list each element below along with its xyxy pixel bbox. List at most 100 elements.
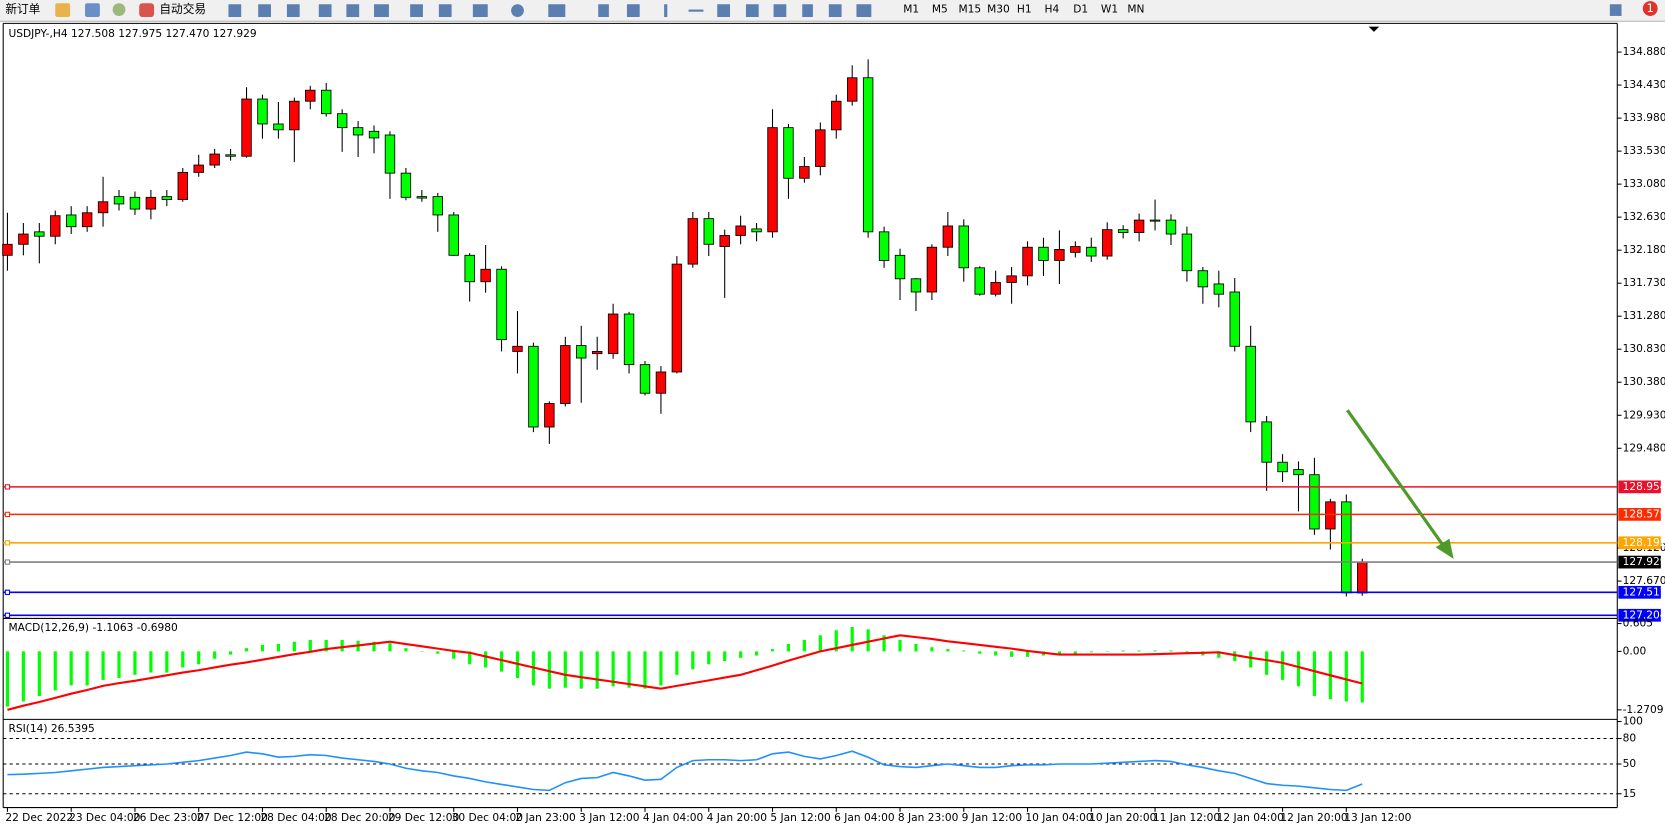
macd-bar: [372, 641, 376, 652]
macd-bar: [228, 651, 233, 655]
x-tick-label: 28 Dec 04:00: [260, 811, 332, 824]
icon[interactable]: [472, 4, 488, 18]
macd-bar: [5, 651, 10, 707]
macd-bar: [691, 651, 695, 670]
macd-bar: [69, 651, 73, 686]
candle-body: [1149, 219, 1161, 222]
icon[interactable]: [717, 4, 731, 18]
icon[interactable]: [374, 4, 389, 18]
toolbar: 新订单 自动交易 M1 M5 M15 M30 H1 H4 D1 W1 MN 1: [0, 0, 1665, 22]
candle-body: [1325, 501, 1336, 530]
icon[interactable]: [626, 4, 640, 18]
macd-bar: [1089, 651, 1093, 653]
timeframe-button[interactable]: H1: [1017, 3, 1032, 16]
y-tick-label: 134.880: [1623, 45, 1665, 58]
price-level-handle: [4, 589, 11, 595]
icon[interactable]: [688, 9, 704, 12]
price-level-box: [1618, 555, 1661, 569]
candle-body: [432, 196, 443, 216]
icon[interactable]: [438, 4, 452, 18]
timeframe-button[interactable]: M1: [903, 3, 919, 16]
rsi-line: [7, 750, 1363, 792]
x-tick-label: 5 Jan 12:00: [770, 811, 831, 824]
macd-bar: [850, 626, 854, 652]
macd-bar: [404, 648, 408, 652]
notification-count: 1: [1646, 1, 1653, 15]
candle-body: [576, 345, 587, 359]
macd-bar: [117, 651, 121, 679]
x-tick-label: 27 Dec 12:00: [197, 811, 269, 824]
icon[interactable]: [318, 4, 332, 18]
notification-badge[interactable]: [1642, 1, 1658, 16]
icon[interactable]: [511, 4, 524, 18]
new-order-button[interactable]: 新订单: [5, 2, 40, 16]
x-tick-label: 8 Jan 23:00: [898, 811, 959, 824]
price-level-box: [1618, 536, 1661, 550]
icon[interactable]: [258, 4, 271, 18]
icon[interactable]: [828, 4, 842, 18]
candle-body: [1165, 219, 1177, 235]
macd-title: MACD(12,26,9) -1.1063 -0.6980: [9, 621, 178, 634]
macd-bar: [85, 651, 89, 686]
macd-bar: [101, 651, 105, 680]
x-tick-label: 28 Dec 20:00: [324, 811, 396, 824]
icon[interactable]: [410, 4, 423, 18]
macd-bar: [882, 635, 886, 652]
icon[interactable]: [139, 3, 155, 18]
icon[interactable]: [55, 3, 71, 18]
icon[interactable]: [664, 4, 668, 18]
macd-bar: [723, 651, 727, 662]
icon[interactable]: [856, 4, 872, 18]
candle-body: [1309, 474, 1320, 530]
macd-bar: [213, 651, 217, 659]
icon[interactable]: [85, 3, 100, 18]
y-tick-label: 134.430: [1623, 78, 1665, 91]
macd-bar: [1312, 651, 1317, 697]
candle-body: [1102, 229, 1113, 257]
timeframe-button[interactable]: D1: [1073, 3, 1088, 16]
icon[interactable]: [598, 4, 609, 18]
timeframe-button[interactable]: MN: [1127, 3, 1144, 16]
timeframe-button[interactable]: W1: [1101, 3, 1118, 16]
icon[interactable]: [286, 4, 300, 18]
auto-trading-button[interactable]: 自动交易: [159, 2, 206, 16]
icon[interactable]: [228, 4, 242, 18]
timeframe-button[interactable]: M5: [932, 3, 948, 16]
candle-body: [161, 196, 173, 200]
candle-body: [241, 98, 252, 157]
icon[interactable]: [112, 3, 126, 16]
candle-body: [416, 196, 428, 199]
macd-bar: [1073, 651, 1077, 654]
icon[interactable]: [773, 4, 787, 18]
price-level-label: 128.579: [1623, 507, 1665, 520]
candle-body: [400, 172, 412, 198]
icon[interactable]: [745, 4, 759, 18]
candle-body: [1022, 246, 1033, 277]
icon[interactable]: [802, 4, 813, 18]
timeframe-button[interactable]: M30: [987, 3, 1010, 16]
macd-bar: [754, 651, 759, 656]
timeframe-button[interactable]: M15: [958, 3, 981, 16]
chart-header: USDJPY-,H4 127.508 127.975 127.470 127.9…: [9, 27, 257, 40]
candle-body: [671, 263, 683, 373]
macd-bar: [165, 651, 169, 673]
search-icon[interactable]: [1609, 4, 1622, 16]
y-tick-label: 131.280: [1623, 309, 1665, 322]
candle-body: [1229, 291, 1240, 347]
trend-arrow: [1346, 409, 1447, 550]
macd-bar: [1057, 651, 1062, 655]
candle-body: [591, 351, 603, 355]
icon[interactable]: [346, 4, 360, 18]
candle-body: [974, 267, 985, 295]
macd-bar: [1025, 651, 1030, 657]
icon[interactable]: [548, 4, 566, 18]
macd-bar: [133, 651, 137, 675]
timeframe-button[interactable]: H4: [1045, 3, 1060, 16]
macd-bar: [962, 650, 966, 652]
candle-body: [480, 268, 491, 283]
candle-body: [1341, 501, 1352, 594]
macd-bar: [866, 629, 870, 652]
timeframe-bar: M1 M5 M15 M30 H1 H4 D1 W1 MN: [903, 3, 1144, 16]
